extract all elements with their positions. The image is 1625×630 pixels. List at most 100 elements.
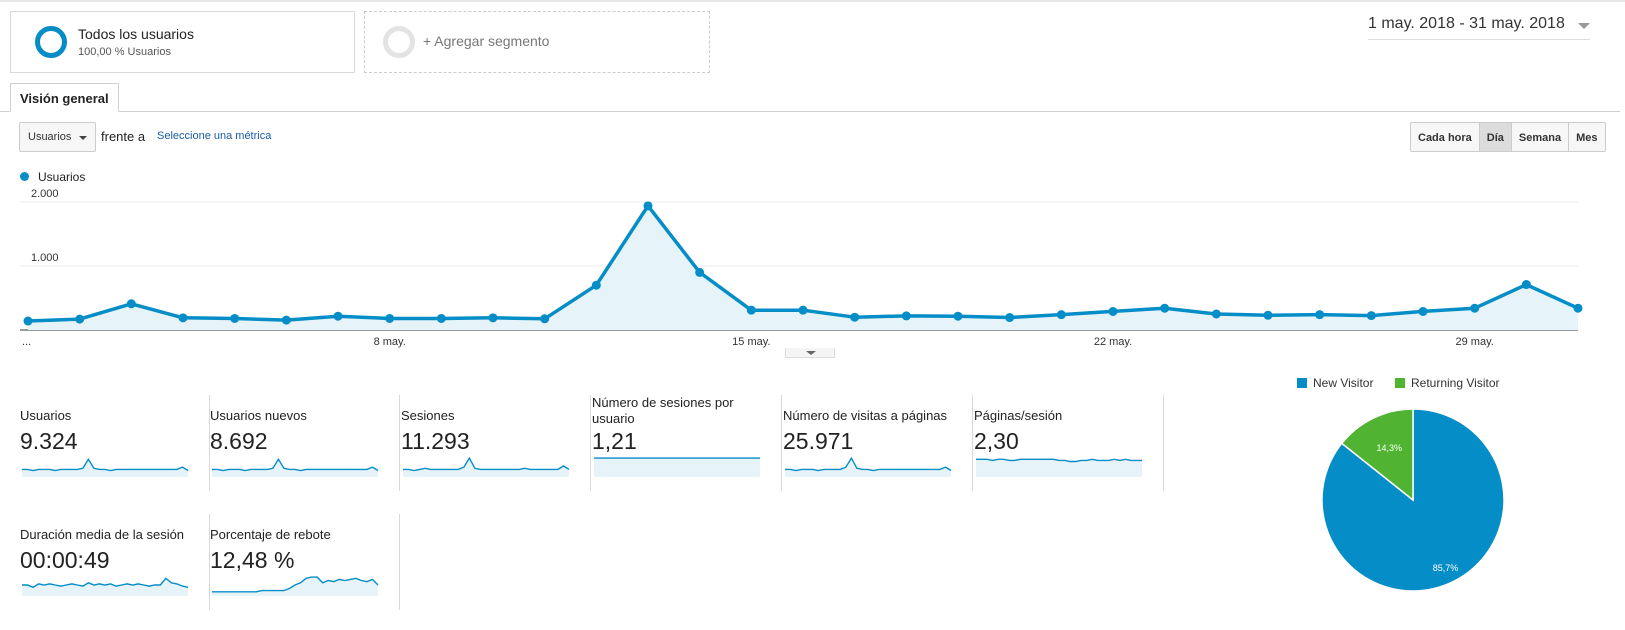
users-line-chart: 1.000 2.000... 8 may. 15 may. 22 may. 29 may. bbox=[20, 188, 1583, 348]
scorecard-value: 11.293 bbox=[401, 428, 470, 454]
scorecard[interactable]: Usuarios 9.324 bbox=[20, 395, 210, 491]
scorecard-value: 1,21 bbox=[592, 428, 637, 454]
sparkline-area bbox=[212, 577, 378, 596]
scorecard-label: Sesiones bbox=[401, 408, 455, 423]
sparkline-line bbox=[976, 458, 1142, 463]
sparkline-area bbox=[212, 459, 378, 477]
data-point bbox=[1573, 303, 1583, 313]
sparkline-line bbox=[785, 456, 952, 472]
series-line-usuarios bbox=[27, 204, 1579, 323]
top-rule bbox=[0, 0, 1625, 2]
data-point bbox=[1470, 303, 1480, 313]
chevron-down-icon bbox=[1578, 23, 1590, 29]
empty-segment-ring-icon bbox=[383, 26, 415, 58]
date-range-label: 1 may. 2018 - 31 may. 2018 bbox=[1368, 15, 1565, 32]
scorecard-label: Usuarios nuevos bbox=[210, 408, 307, 423]
data-point bbox=[540, 314, 550, 324]
sparkline-area bbox=[403, 458, 569, 477]
sparkline-area bbox=[22, 578, 188, 596]
scorecard[interactable]: Duración media de la sesión 00:00:49 bbox=[20, 514, 210, 610]
scorecard[interactable]: Número de sesiones por usuario 1,21 bbox=[592, 395, 782, 491]
chart-collapse-toggle[interactable] bbox=[785, 348, 835, 358]
pie-data-label: 14,3% bbox=[1377, 443, 1403, 453]
date-range-picker[interactable]: 1 may. 2018 - 31 may. 2018 bbox=[1368, 15, 1590, 40]
sparkline bbox=[212, 457, 379, 477]
data-point bbox=[1418, 306, 1428, 316]
scorecard-label: Duración media de la sesión bbox=[20, 527, 185, 542]
scorecard-divider bbox=[399, 514, 400, 610]
scorecard-value: 9.324 bbox=[20, 428, 78, 454]
tab-divider bbox=[0, 111, 1620, 112]
granularity-month-button[interactable]: Mes bbox=[1568, 123, 1605, 151]
pie-slice bbox=[1340, 408, 1414, 502]
pie-data-label: 85,7% bbox=[1433, 563, 1459, 573]
granularity-hourly-button[interactable]: Cada hora bbox=[1411, 123, 1479, 151]
add-segment-label: + Agregar segmento bbox=[423, 33, 550, 49]
data-point bbox=[1108, 306, 1118, 316]
scorecard-divider bbox=[399, 395, 400, 491]
pie-legend-new-label: New Visitor bbox=[1313, 376, 1374, 390]
x-tick-label: 8 may. bbox=[374, 336, 406, 348]
metric-select-label: Usuarios bbox=[28, 131, 72, 143]
data-point bbox=[385, 313, 395, 323]
segment-ring-icon bbox=[35, 26, 67, 58]
sparkline bbox=[22, 577, 189, 596]
y-tick-label: 2.000 bbox=[31, 188, 59, 200]
chevron-down-icon bbox=[79, 136, 87, 140]
scorecard[interactable]: Número de visitas a páginas 25.971 bbox=[783, 395, 973, 491]
data-point bbox=[1366, 311, 1376, 321]
legend-swatch-icon bbox=[1297, 378, 1307, 388]
scorecard-value: 25.971 bbox=[783, 428, 854, 454]
data-point bbox=[591, 280, 601, 290]
pie-legend-new: New Visitor bbox=[1297, 376, 1373, 390]
data-point bbox=[1521, 280, 1531, 290]
legend-dot-icon bbox=[20, 172, 29, 181]
data-point bbox=[850, 312, 860, 322]
data-point bbox=[1263, 310, 1273, 320]
data-point bbox=[1056, 310, 1066, 320]
data-point bbox=[23, 316, 33, 326]
x-tick-label: ... bbox=[22, 336, 31, 348]
scorecard-value: 12,48 % bbox=[210, 547, 295, 573]
data-point bbox=[230, 313, 240, 323]
data-point bbox=[281, 315, 291, 325]
pie-legend-returning-label: Returning Visitor bbox=[1411, 376, 1500, 390]
sparkline-area bbox=[976, 459, 1142, 477]
sparkline-line bbox=[22, 457, 189, 472]
y-tick-label: 1.000 bbox=[31, 252, 59, 264]
scorecard-divider bbox=[972, 395, 973, 491]
sparkline-area bbox=[22, 459, 188, 477]
data-point bbox=[1315, 310, 1325, 320]
tab-overview[interactable]: Visión general bbox=[10, 83, 119, 112]
select-metric-link[interactable]: Seleccione una métrica bbox=[157, 130, 272, 142]
scorecard[interactable]: Porcentaje de rebote 12,48 % bbox=[210, 514, 400, 610]
visitor-type-pie-chart: 85,7% 14,3% bbox=[1321, 408, 1505, 592]
metric-select[interactable]: Usuarios bbox=[19, 122, 96, 152]
scorecard-label: Páginas/sesión bbox=[974, 408, 1063, 423]
sparkline-area bbox=[785, 458, 951, 477]
scorecard[interactable]: Páginas/sesión 2,30 bbox=[974, 395, 1164, 491]
segment-all-users[interactable]: Todos los usuarios 100,00 % Usuarios bbox=[10, 11, 355, 73]
segment-title: Todos los usuarios bbox=[78, 26, 194, 42]
add-segment-button[interactable]: + Agregar segmento bbox=[364, 11, 710, 73]
scorecard-divider bbox=[590, 395, 591, 491]
scorecard[interactable]: Usuarios nuevos 8.692 bbox=[210, 395, 400, 491]
x-tick-label: 29 may. bbox=[1456, 336, 1494, 348]
data-point bbox=[901, 311, 911, 321]
data-point bbox=[126, 299, 136, 309]
scorecard-label: Número de sesiones por usuario bbox=[592, 395, 734, 426]
sparkline bbox=[22, 457, 189, 477]
sparkline bbox=[976, 458, 1142, 477]
scorecard-value: 8.692 bbox=[210, 428, 268, 454]
chart-legend-label: Usuarios bbox=[38, 170, 86, 184]
segment-subtitle: 100,00 % Usuarios bbox=[78, 46, 171, 58]
granularity-week-button[interactable]: Semana bbox=[1510, 123, 1569, 151]
granularity-day-button[interactable]: Día bbox=[1478, 123, 1511, 151]
scorecard-value: 2,30 bbox=[974, 428, 1019, 454]
data-point bbox=[798, 305, 808, 315]
x-tick-label: 22 may. bbox=[1094, 336, 1132, 348]
chevron-down-icon bbox=[806, 351, 816, 355]
scorecard-label: Número de visitas a páginas bbox=[783, 408, 948, 423]
scorecard[interactable]: Sesiones 11.293 bbox=[401, 395, 591, 491]
scorecard-divider bbox=[209, 514, 210, 610]
